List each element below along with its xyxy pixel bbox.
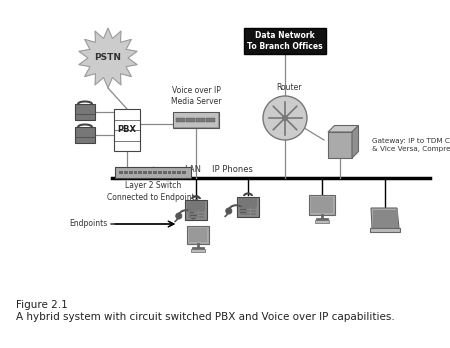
Bar xyxy=(240,207,245,209)
Bar xyxy=(198,213,203,215)
Bar xyxy=(75,104,95,120)
Bar xyxy=(153,171,157,174)
Text: Voice over IP
Media Server: Voice over IP Media Server xyxy=(171,86,221,106)
Bar xyxy=(129,171,133,174)
Circle shape xyxy=(190,213,196,219)
Bar xyxy=(237,197,259,217)
Text: PSTN: PSTN xyxy=(94,54,122,63)
Text: Gateway: IP to TDM Conversion
& Vice Versa, Compression, Signaling: Gateway: IP to TDM Conversion & Vice Ver… xyxy=(372,138,450,152)
Polygon shape xyxy=(79,28,137,88)
Bar xyxy=(186,118,195,122)
Bar xyxy=(315,220,329,223)
Bar xyxy=(244,28,326,54)
Bar xyxy=(172,171,176,174)
Bar xyxy=(245,213,250,215)
Bar xyxy=(114,109,140,151)
Bar xyxy=(198,210,203,212)
Text: Endpoints: Endpoints xyxy=(70,220,108,229)
Bar xyxy=(119,171,123,174)
Bar xyxy=(188,213,193,215)
Bar xyxy=(75,127,95,143)
Bar xyxy=(245,207,250,209)
Bar xyxy=(174,113,218,127)
Bar xyxy=(115,166,191,177)
Bar xyxy=(177,171,181,174)
Bar xyxy=(173,112,219,128)
Bar xyxy=(311,197,333,213)
Bar xyxy=(167,171,171,174)
Bar xyxy=(198,216,203,218)
Bar xyxy=(158,171,162,174)
Text: Figure 2.1: Figure 2.1 xyxy=(16,300,68,310)
Bar xyxy=(139,171,142,174)
Text: Layer 2 Switch
Connected to Endpoints: Layer 2 Switch Connected to Endpoints xyxy=(107,181,199,202)
Bar xyxy=(370,228,400,232)
Bar xyxy=(194,213,198,215)
Bar xyxy=(187,201,205,210)
Circle shape xyxy=(282,115,288,121)
Bar xyxy=(251,207,256,209)
Bar xyxy=(194,210,198,212)
Text: Router: Router xyxy=(276,83,302,92)
Bar xyxy=(251,210,256,212)
Polygon shape xyxy=(352,126,359,158)
Bar xyxy=(328,132,352,158)
Bar xyxy=(194,216,198,218)
Bar xyxy=(189,228,207,242)
Bar xyxy=(134,171,137,174)
Bar xyxy=(309,195,335,215)
Circle shape xyxy=(263,96,307,140)
Bar xyxy=(182,171,186,174)
Bar xyxy=(206,118,215,122)
Bar xyxy=(240,213,245,215)
Bar xyxy=(163,171,166,174)
Bar xyxy=(124,171,128,174)
Text: IP Phones: IP Phones xyxy=(212,165,252,174)
Bar xyxy=(191,249,205,252)
Circle shape xyxy=(225,208,232,214)
Bar xyxy=(148,171,152,174)
Bar xyxy=(251,213,256,215)
Bar xyxy=(185,200,207,220)
Circle shape xyxy=(176,213,182,219)
Bar xyxy=(196,118,205,122)
Text: A hybrid system with circuit switched PBX and Voice over IP capabilities.: A hybrid system with circuit switched PB… xyxy=(16,312,395,322)
Circle shape xyxy=(240,208,246,214)
Bar xyxy=(188,216,193,218)
Polygon shape xyxy=(328,126,359,132)
Bar xyxy=(187,226,209,244)
Text: PBX: PBX xyxy=(117,126,136,134)
Text: LAN: LAN xyxy=(184,165,202,174)
Bar xyxy=(245,210,250,212)
Text: Data Network
To Branch Offices: Data Network To Branch Offices xyxy=(247,31,323,52)
Bar xyxy=(373,210,398,227)
Polygon shape xyxy=(371,208,399,228)
Bar xyxy=(143,171,147,174)
Bar xyxy=(176,118,185,122)
Bar xyxy=(188,210,193,212)
Bar xyxy=(240,210,245,212)
Bar xyxy=(239,198,257,207)
